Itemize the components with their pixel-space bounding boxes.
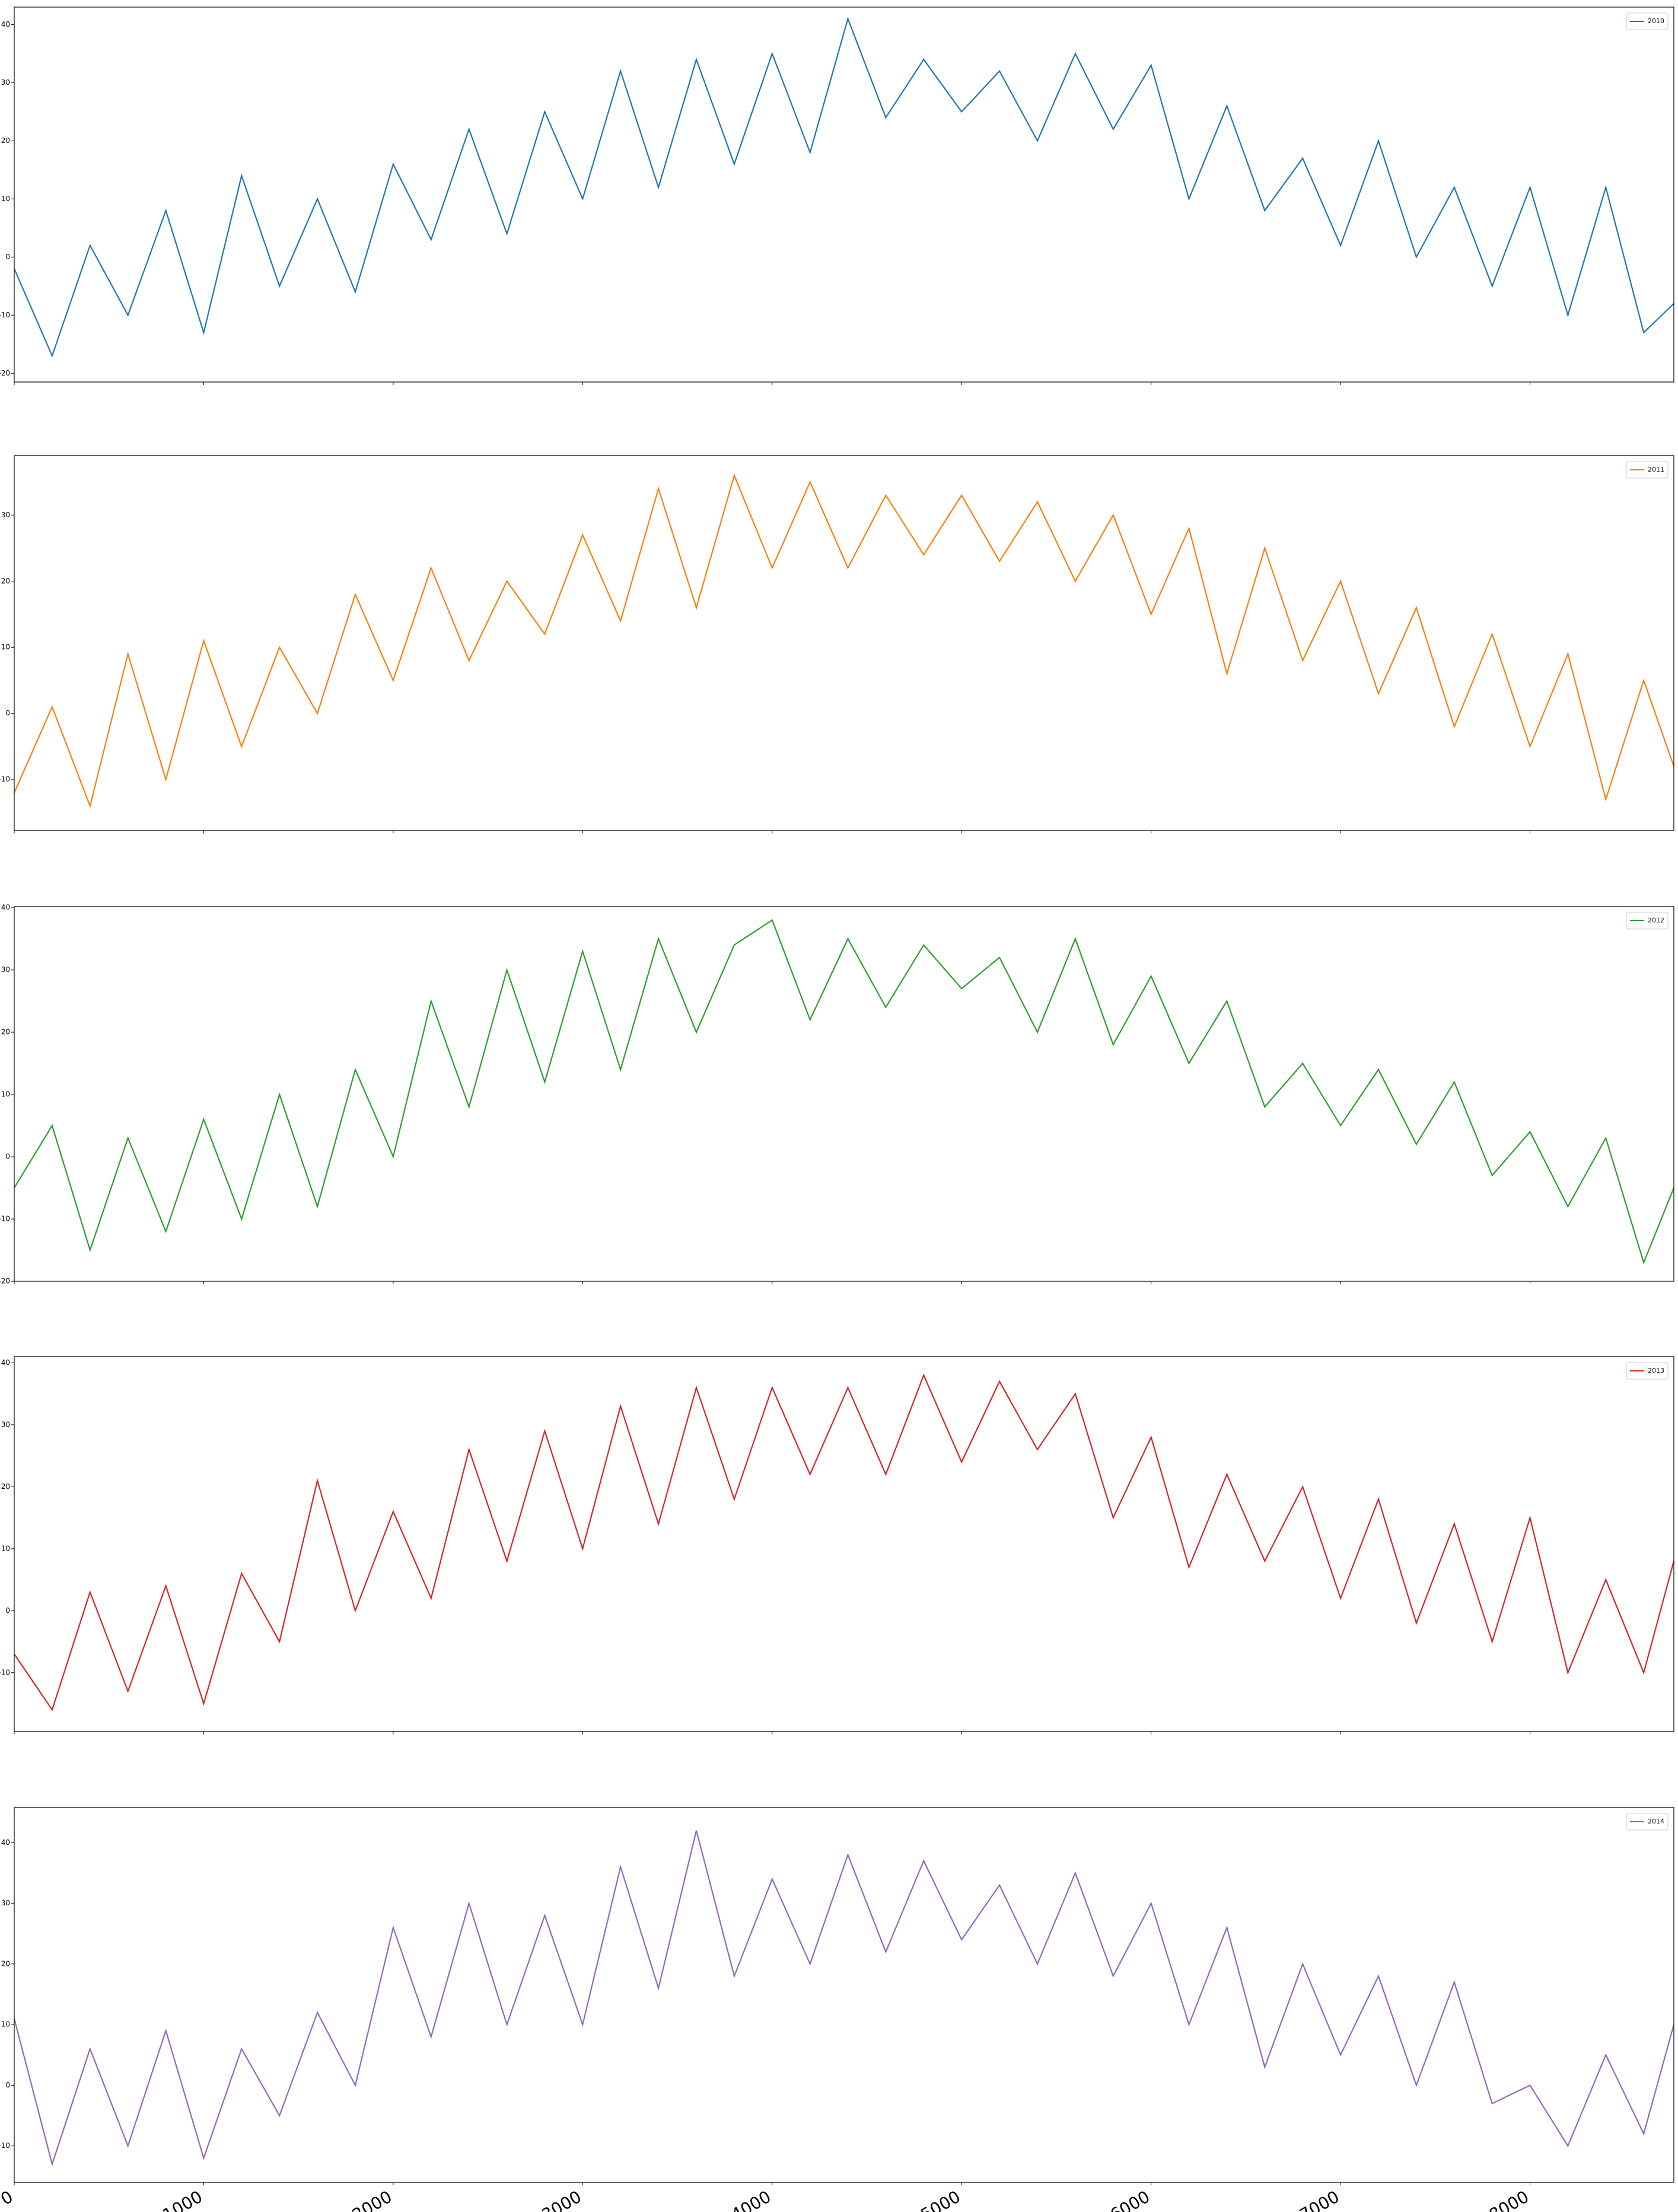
y-tick-label: 20 — [1, 136, 10, 145]
x-tick-label: 7000 — [1296, 2186, 1342, 2212]
y-tick-label: -10 — [0, 1668, 10, 1676]
y-tick-label: 20 — [1, 1482, 10, 1491]
y-tick-label: -10 — [0, 775, 10, 784]
y-tick-label: -20 — [0, 1277, 10, 1285]
plot-frame — [14, 906, 1674, 1282]
legend-box — [1626, 1813, 1669, 1831]
series-line — [13, 473, 1675, 809]
x-tick-label: 1000 — [160, 2186, 206, 2212]
legend-label: 2012 — [1648, 916, 1664, 924]
y-tick-label: 40 — [1, 20, 10, 28]
series-line — [13, 1830, 1675, 2167]
plot-frame — [14, 455, 1674, 831]
y-tick-label: -10 — [0, 2141, 10, 2150]
legend-label: 2011 — [1648, 466, 1664, 473]
legend-label: 2010 — [1648, 17, 1664, 25]
x-tick-label: 4000 — [728, 2186, 774, 2212]
legend-box — [1626, 12, 1669, 30]
y-tick-label: 20 — [1, 1028, 10, 1036]
plot-frame — [14, 1356, 1674, 1732]
y-tick-label: 0 — [5, 253, 10, 261]
y-tick-label: 30 — [1, 966, 10, 974]
plot-frame — [14, 7, 1674, 383]
legend-label: 2014 — [1648, 1818, 1664, 1825]
y-tick-label: 40 — [1, 903, 10, 912]
series-line — [13, 17, 1674, 358]
y-tick-label: 0 — [5, 1606, 10, 1615]
y-tick-label: 10 — [1, 643, 10, 651]
series-line — [14, 1373, 1675, 1711]
y-tick-label: -10 — [0, 311, 10, 319]
legend-label: 2013 — [1648, 1367, 1664, 1374]
y-tick-label: 0 — [5, 2081, 10, 2089]
y-tick-label: 0 — [5, 1153, 10, 1161]
y-tick-label: 30 — [1, 1420, 10, 1428]
y-tick-label: 30 — [1, 78, 10, 87]
y-tick-label: 40 — [1, 1358, 10, 1367]
x-tick-label: 0 — [0, 2186, 17, 2208]
y-tick-label: 10 — [1, 1090, 10, 1099]
x-tick-label: 2000 — [349, 2186, 395, 2212]
y-tick-label: 40 — [1, 1838, 10, 1847]
x-tick-label: 8000 — [1486, 2186, 1532, 2212]
plot-frame — [14, 1807, 1674, 2183]
y-tick-label: 20 — [1, 1959, 10, 1968]
y-tick-label: 20 — [1, 577, 10, 585]
legend-box — [1626, 1362, 1669, 1380]
y-tick-label: 30 — [1, 511, 10, 519]
y-tick-label: 30 — [1, 1899, 10, 1907]
y-tick-label: 0 — [5, 709, 10, 717]
y-tick-label: 10 — [1, 2020, 10, 2029]
x-tick-label: 5000 — [917, 2186, 963, 2212]
series-line — [14, 919, 1675, 1265]
legend-box — [1626, 912, 1669, 930]
x-tick-label: 3000 — [539, 2186, 585, 2212]
y-tick-label: 10 — [1, 1544, 10, 1552]
y-tick-label: -20 — [0, 369, 10, 377]
y-tick-label: 10 — [1, 195, 10, 203]
legend-box — [1626, 461, 1669, 479]
y-tick-label: -10 — [0, 1215, 10, 1223]
x-tick-label: 6000 — [1107, 2186, 1153, 2212]
